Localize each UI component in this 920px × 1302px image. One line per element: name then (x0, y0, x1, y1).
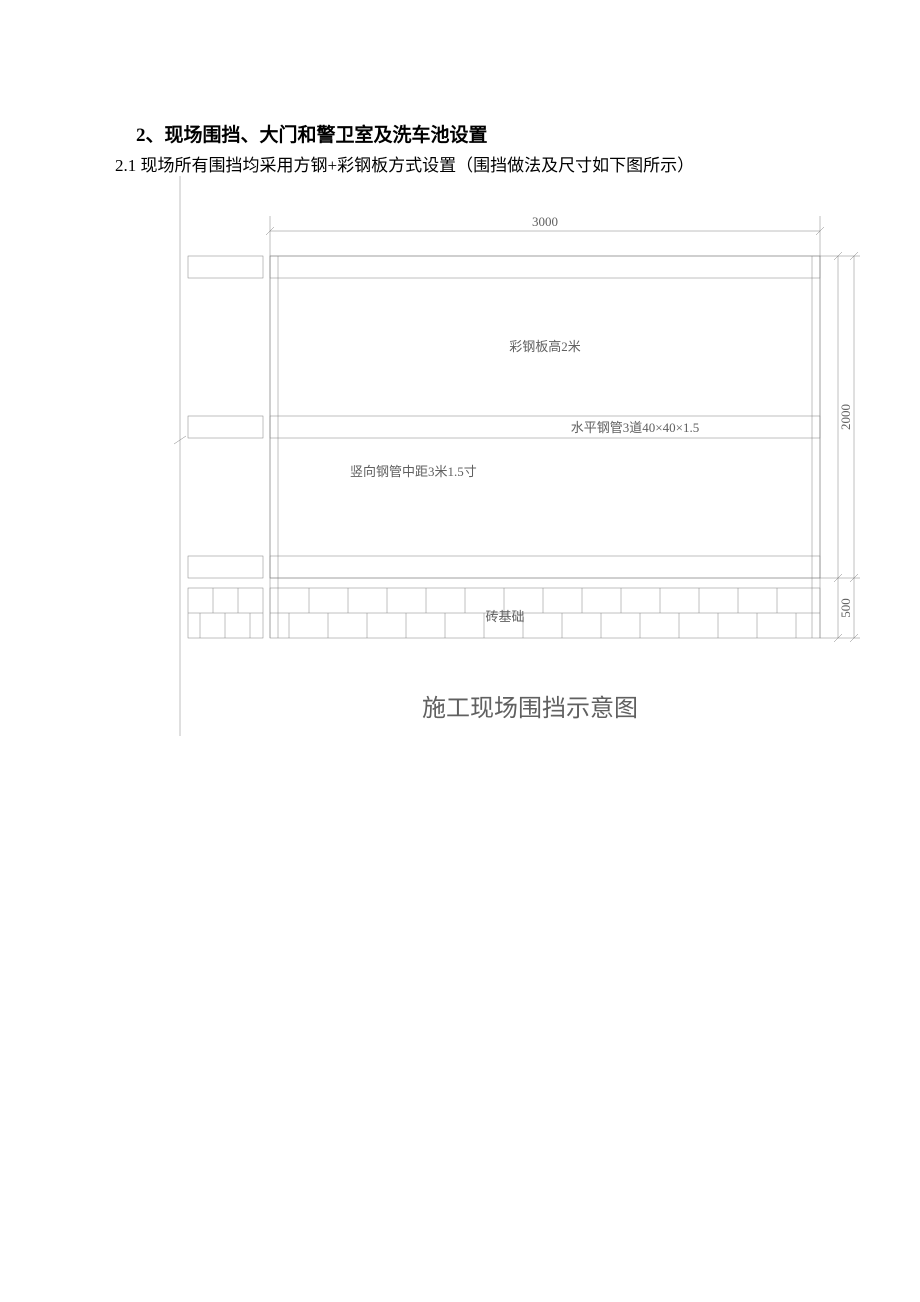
diagram-svg: 3000 (170, 176, 870, 736)
left-band-1 (188, 256, 263, 278)
label-panel: 彩钢板高2米 (509, 339, 581, 354)
fence-diagram: 3000 (170, 176, 870, 736)
panel-frame (270, 256, 820, 578)
dim-right-2000: 2000 (838, 404, 853, 430)
main-band-2 (270, 416, 820, 438)
label-foundation: 砖基础 (485, 609, 524, 624)
label-horizontal-pipe: 水平钢管3道40×40×1.5 (571, 420, 699, 435)
left-band-2 (188, 416, 263, 438)
dim-right-500: 500 (838, 598, 853, 618)
section-heading: 2、现场围挡、大门和警卫室及洗车池设置 (136, 120, 488, 147)
dim-top-value: 3000 (532, 214, 558, 229)
diagram-title: 施工现场围挡示意图 (422, 695, 638, 722)
subsection-heading: 2.1 现场所有围挡均采用方钢+彩钢板方式设置（围挡做法及尺寸如下图所示） (115, 151, 694, 176)
left-band-3 (188, 556, 263, 578)
main-band-1 (270, 256, 820, 278)
label-vertical-pipe: 竖向钢管中距3米1.5寸 (350, 464, 477, 479)
main-band-3 (270, 556, 820, 578)
